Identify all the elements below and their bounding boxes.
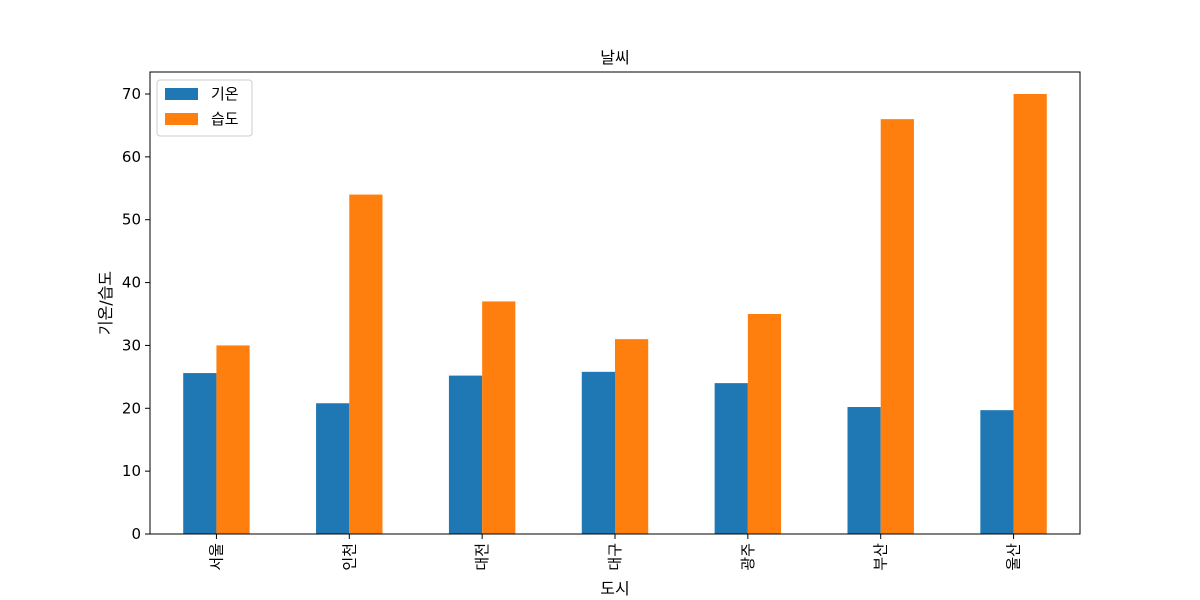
bar-humidity [747,314,782,534]
bar-humidity [482,301,516,534]
x-tick-label: 부산 [872,543,890,571]
bar-temperature [847,407,881,534]
legend-swatch [165,113,198,125]
chart-title: 날씨 [600,48,629,67]
bar-humidity [615,339,649,534]
y-tick-label: 30 [122,336,141,354]
y-tick-label: 20 [122,399,141,417]
bar-temperature [980,410,1014,534]
bar-temperature [448,375,483,534]
legend-label: 습도 [211,110,239,128]
bar-humidity [349,194,383,535]
bar-temperature [183,373,217,534]
y-tick-label: 40 [122,274,141,292]
bars-layer [183,94,1047,535]
y-tick-label: 60 [122,148,141,166]
bar-humidity [216,345,250,534]
x-tick-label: 인천 [340,543,358,571]
y-tick-label: 0 [131,525,141,543]
x-axis-title: 도시 [600,579,629,598]
x-axis: 서울 인천 대전 대구 광주 부산 울산 [207,534,1023,571]
bar-temperature [316,403,350,534]
legend-swatch [165,88,198,100]
x-tick-label: 광주 [739,543,757,571]
x-tick-label: 대전 [473,543,491,571]
y-axis-title: 기온/습도 [96,271,115,335]
x-tick-label: 울산 [1005,543,1023,571]
y-tick-label: 50 [122,211,141,229]
bar-temperature [581,371,615,534]
legend-label: 기온 [211,85,239,103]
y-tick-label: 70 [122,85,141,103]
bar-temperature [714,383,748,534]
bar-humidity [1013,94,1047,534]
y-axis: 0 10 20 30 40 50 60 70 [122,85,150,543]
x-tick-label: 대구 [606,543,624,571]
y-tick-label: 10 [122,462,141,480]
x-tick-label: 서울 [207,543,225,571]
bar-humidity [880,119,914,535]
